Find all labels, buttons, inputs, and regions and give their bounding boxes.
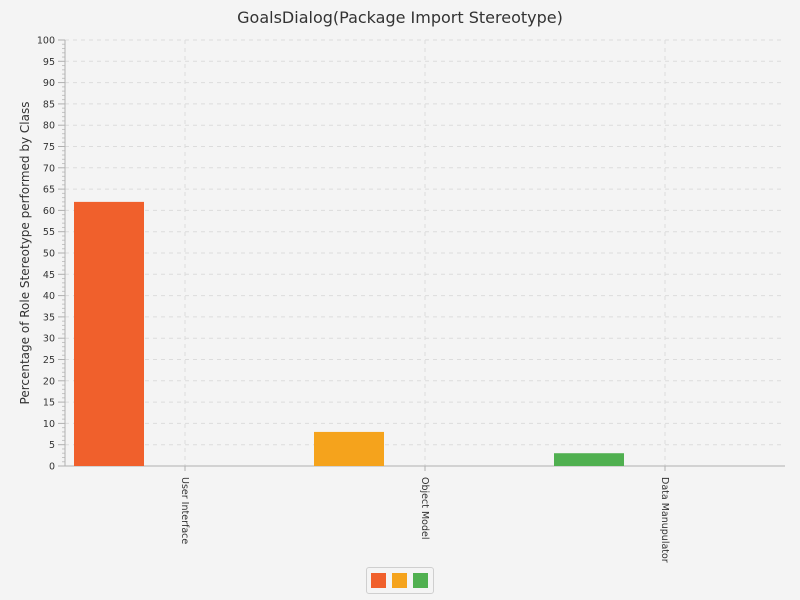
x-tick-label: User Interface (179, 477, 190, 544)
y-tick-label: 60 (43, 206, 55, 217)
y-tick-label: 70 (43, 163, 55, 174)
y-axis-label: Percentage of Role Stereotype performed … (18, 102, 32, 405)
y-tick-label: 40 (43, 291, 55, 302)
bars (74, 201, 624, 466)
legend-swatch-object-model (392, 573, 407, 588)
bar-user-interface[interactable] (74, 201, 144, 466)
y-tick-label: 45 (43, 270, 55, 281)
y-tick-label: 95 (43, 57, 55, 68)
bar-object-model[interactable] (314, 431, 384, 466)
y-tick-label: 85 (43, 99, 55, 110)
y-tick-label: 5 (49, 440, 55, 451)
grid-lines (65, 39, 785, 466)
legend (366, 567, 434, 594)
y-tick-label: 30 (43, 334, 55, 345)
y-tick-label: 55 (43, 227, 55, 238)
y-tick-label: 75 (43, 142, 55, 153)
y-axis: 0 5 10 15 20 25 30 35 40 45 50 55 60 65 70 75 80 85 90 95 10… (37, 36, 66, 473)
chart-title: GoalsDialog(Package Import Stereotype) (237, 8, 563, 27)
legend-swatch-data-manupulator (413, 573, 428, 588)
y-tick-label: 65 (43, 185, 55, 196)
bar-data-manupulator[interactable] (554, 453, 624, 466)
y-tick-label: 10 (43, 419, 55, 430)
y-tick-label: 90 (43, 78, 55, 89)
x-tick-label: Object Model (419, 477, 430, 539)
y-tick-label: 0 (49, 462, 55, 473)
y-tick-label: 80 (43, 121, 55, 132)
x-tick-label: Data Manupulator (659, 477, 670, 563)
y-tick-label: 15 (43, 398, 55, 409)
y-tick-label: 20 (43, 376, 55, 387)
legend-swatch-user-interface (371, 573, 386, 588)
y-tick-label: 50 (43, 249, 55, 260)
y-tick-label: 25 (43, 355, 55, 366)
y-tick-label: 100 (37, 36, 55, 47)
y-tick-label: 35 (43, 312, 55, 323)
x-axis: User Interface Object Model Data Manupulat… (65, 465, 785, 563)
